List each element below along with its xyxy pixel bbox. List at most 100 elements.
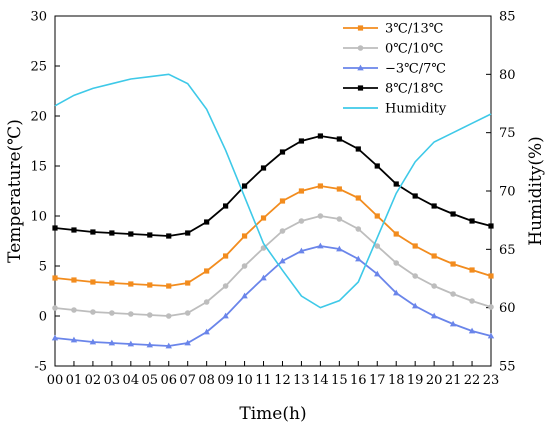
data-point-marker — [317, 242, 324, 249]
data-point-marker — [222, 283, 229, 289]
data-point-marker — [146, 341, 153, 348]
data-point-marker — [109, 280, 115, 286]
legend-label: 8℃/18℃ — [385, 82, 443, 97]
data-point-marker — [374, 243, 381, 249]
y-right-tick-label: 60 — [499, 301, 516, 316]
x-tick-label: 11 — [255, 373, 272, 388]
data-point-marker — [450, 261, 456, 267]
data-point-marker — [393, 181, 399, 187]
data-point-marker — [222, 312, 229, 319]
data-point-marker — [184, 339, 191, 346]
data-point-marker — [393, 260, 400, 266]
data-point-marker — [241, 292, 248, 299]
series-temperature — [52, 213, 494, 319]
x-tick-label: 14 — [312, 373, 329, 388]
x-tick-label: 03 — [104, 373, 121, 388]
data-point-marker — [147, 232, 153, 238]
data-point-marker — [204, 268, 210, 274]
data-point-marker — [71, 227, 77, 233]
data-point-marker — [52, 305, 58, 311]
data-point-marker — [223, 253, 229, 259]
y-left-tick-label: 30 — [30, 10, 47, 25]
x-tick-label: 04 — [123, 373, 140, 388]
data-point-marker — [450, 211, 456, 217]
series-temperature — [51, 242, 495, 349]
data-point-marker — [449, 320, 457, 327]
data-point-marker — [279, 228, 286, 234]
data-point-marker — [431, 253, 437, 259]
data-point-marker — [165, 313, 172, 319]
data-point-marker — [165, 342, 172, 349]
y-right-tick-label: 80 — [499, 68, 516, 83]
data-point-marker — [146, 312, 153, 318]
data-point-marker — [488, 304, 494, 310]
data-point-marker — [411, 302, 419, 309]
x-tick-label: 18 — [388, 373, 405, 388]
x-tick-label: 08 — [198, 373, 215, 388]
x-tick-label: 22 — [464, 373, 481, 388]
data-point-marker — [336, 245, 343, 252]
y-left-tick-label: 15 — [30, 160, 47, 175]
data-point-marker — [412, 243, 418, 249]
series-humidity — [54, 73, 492, 309]
data-point-marker — [357, 85, 364, 91]
data-point-marker — [127, 340, 135, 347]
x-tick-label: 16 — [350, 373, 367, 388]
x-tick-label: 19 — [407, 373, 424, 388]
x-tick-label: 02 — [85, 373, 102, 388]
data-point-marker — [393, 289, 400, 296]
data-point-marker — [241, 263, 248, 269]
data-point-marker — [184, 310, 191, 316]
data-point-marker — [147, 282, 153, 288]
x-tick-label: 01 — [66, 373, 83, 388]
data-point-marker — [260, 274, 267, 281]
data-point-marker — [203, 299, 210, 305]
data-point-marker — [357, 25, 364, 31]
x-tick-label: 07 — [179, 373, 196, 388]
data-point-marker — [241, 233, 248, 239]
data-point-marker — [90, 309, 96, 315]
legend: 3℃/13℃ 0℃/10℃ −3℃/7℃ 8℃/18℃ Humidity — [343, 22, 447, 117]
data-point-marker — [317, 183, 323, 189]
y-right-tick-label: 55 — [499, 360, 516, 375]
x-tick-label: 06 — [160, 373, 177, 388]
data-point-marker — [166, 233, 172, 239]
axis-ticks: 00 01 02 03 04 05 06 07 08 09 10 11 12 13 14 15 16 17 18 19… — [30, 10, 515, 389]
data-point-marker — [487, 332, 495, 339]
data-point-marker — [469, 298, 475, 304]
x-tick-label: 12 — [274, 373, 291, 388]
data-point-marker — [52, 225, 58, 231]
x-axis-label: Time(h) — [239, 404, 306, 424]
legend-label: −3℃/7℃ — [385, 62, 446, 77]
y-axis-left-label: Temperature(℃) — [5, 119, 25, 263]
series-line — [54, 73, 492, 309]
data-point-marker — [108, 339, 116, 346]
data-point-marker — [412, 273, 418, 279]
data-point-marker — [298, 188, 305, 194]
x-tick-label: 13 — [293, 373, 310, 388]
series-line — [54, 185, 492, 287]
data-point-marker — [70, 336, 78, 343]
series-line — [54, 135, 492, 237]
data-point-marker — [109, 310, 115, 316]
data-point-marker — [298, 247, 305, 254]
x-tick-label: 10 — [236, 373, 253, 388]
data-point-marker — [336, 136, 342, 142]
y-right-tick-label: 75 — [499, 126, 516, 141]
data-point-marker — [204, 219, 210, 225]
x-tick-label: 17 — [369, 373, 386, 388]
data-point-marker — [355, 226, 362, 232]
data-point-marker — [260, 215, 267, 221]
data-point-marker — [374, 270, 381, 277]
data-point-marker — [488, 273, 494, 279]
series-line — [54, 215, 492, 317]
data-point-marker — [488, 223, 494, 229]
data-point-marker — [185, 230, 191, 236]
data-point-marker — [51, 334, 59, 341]
data-point-marker — [260, 165, 267, 171]
data-point-marker — [336, 216, 343, 222]
data-point-marker — [357, 64, 364, 71]
y-left-tick-label: 10 — [30, 210, 47, 225]
data-point-marker — [71, 277, 77, 283]
